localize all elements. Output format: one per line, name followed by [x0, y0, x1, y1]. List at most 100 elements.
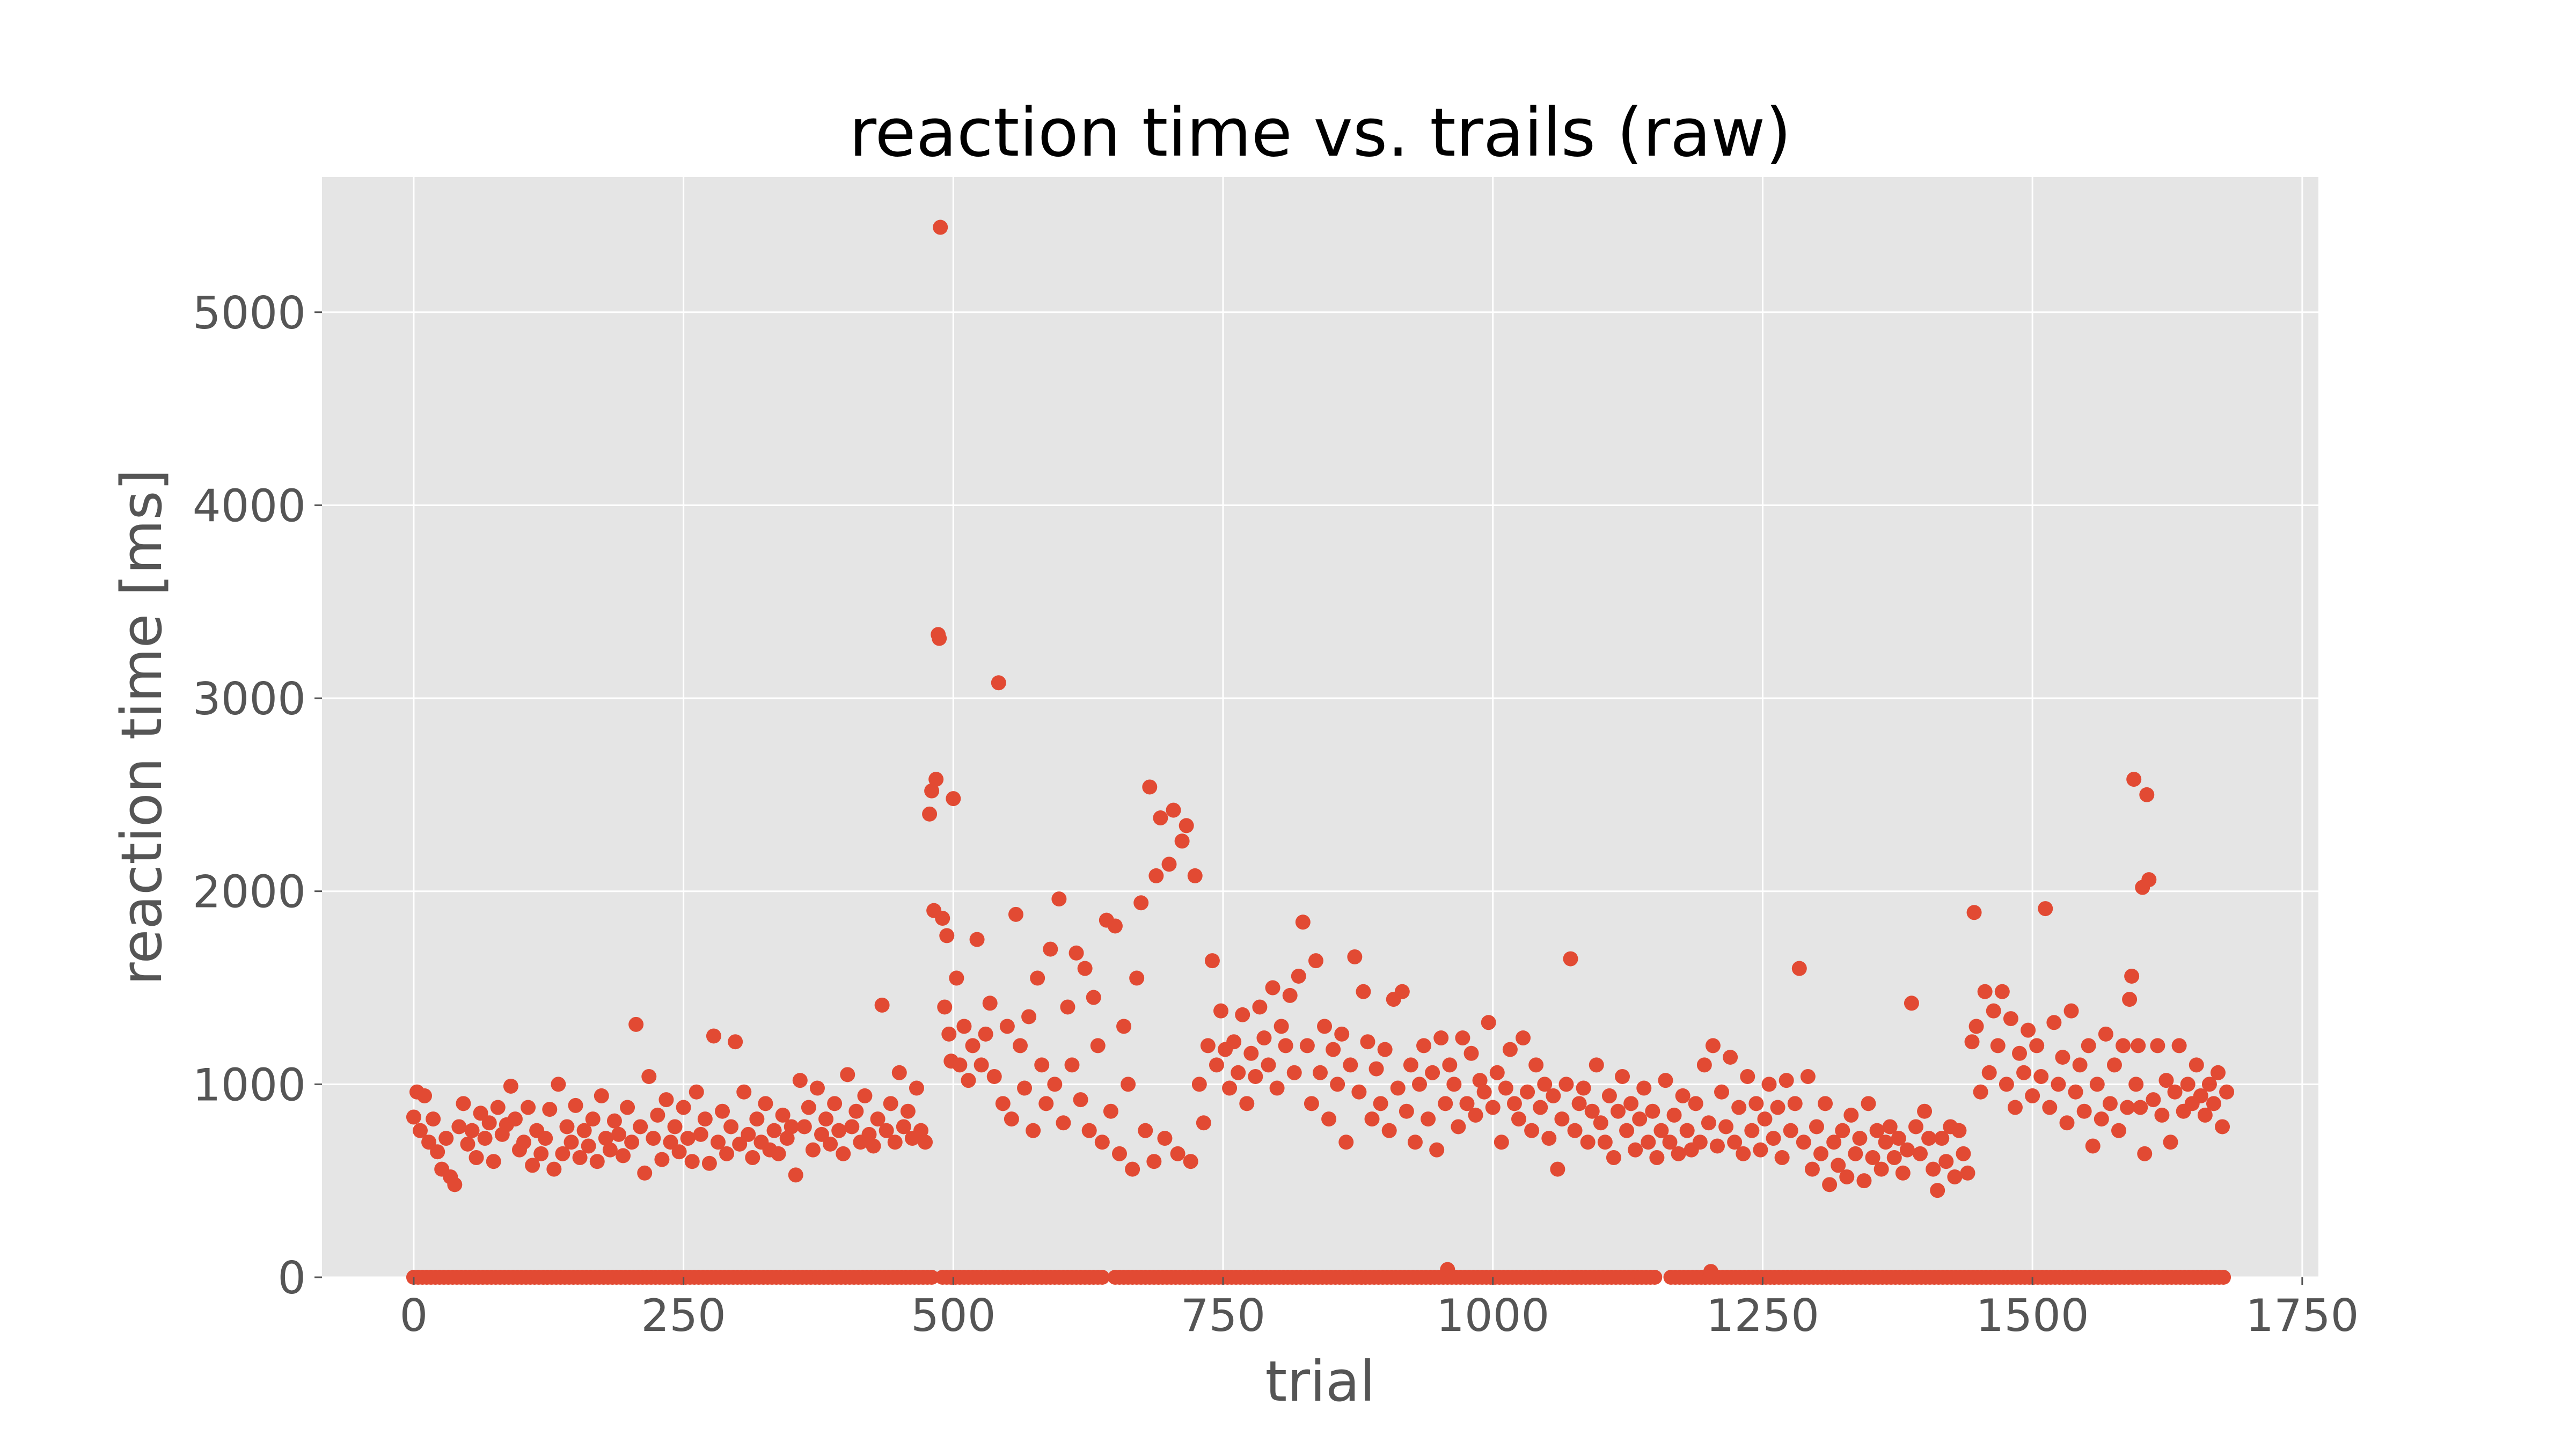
data-point	[1142, 779, 1158, 795]
data-point	[572, 1150, 588, 1166]
data-point	[456, 1096, 471, 1111]
data-point	[1723, 1050, 1738, 1065]
data-point	[831, 1123, 847, 1138]
data-point	[1103, 1103, 1118, 1119]
data-point	[1647, 1270, 1663, 1285]
data-point	[1584, 1103, 1600, 1119]
data-point	[710, 1135, 726, 1150]
data-point	[1411, 1077, 1427, 1092]
data-point	[1554, 1111, 1570, 1127]
data-point	[1753, 1142, 1768, 1158]
data-point	[2122, 992, 2138, 1007]
data-point	[1701, 1115, 1716, 1131]
y-tick-label: 3000	[193, 673, 306, 725]
data-point	[918, 1135, 933, 1150]
data-point	[1209, 1057, 1224, 1073]
data-point	[602, 1142, 618, 1158]
data-point	[1261, 1057, 1276, 1073]
data-point	[1351, 1084, 1367, 1100]
data-point	[1433, 1030, 1449, 1046]
data-point	[1133, 895, 1149, 911]
data-point	[1601, 1088, 1617, 1103]
data-point	[533, 1146, 549, 1161]
data-point	[1878, 1135, 1893, 1150]
data-point	[551, 1077, 566, 1092]
data-point	[1004, 1111, 1019, 1127]
data-point	[1338, 1135, 1354, 1150]
data-point	[924, 1270, 940, 1285]
data-point	[481, 1115, 497, 1131]
data-point	[1390, 1080, 1406, 1096]
data-point	[2098, 1026, 2113, 1042]
data-point	[1994, 984, 2010, 999]
data-point	[2167, 1084, 2183, 1100]
data-point	[2038, 901, 2053, 917]
data-point	[995, 1096, 1011, 1111]
data-point	[594, 1088, 609, 1103]
data-point	[1407, 1135, 1423, 1150]
data-point	[1649, 1150, 1665, 1166]
data-point	[1090, 1038, 1106, 1053]
data-point	[1047, 1077, 1063, 1092]
data-point	[1908, 1119, 1923, 1135]
data-point	[1748, 1096, 1764, 1111]
data-point	[1718, 1119, 1734, 1135]
x-tick-label: 1500	[1976, 1290, 2089, 1342]
data-point	[676, 1100, 691, 1115]
data-point	[473, 1106, 488, 1121]
y-axis-ticks: 0 1000 2000 3000 4000 5000	[193, 287, 322, 1304]
data-point	[1917, 1103, 1933, 1119]
data-point	[2141, 872, 2157, 888]
data-point	[978, 1026, 993, 1042]
data-point	[866, 1138, 881, 1154]
data-point	[1766, 1131, 1781, 1146]
data-point	[1546, 1088, 1561, 1103]
data-point	[417, 1088, 433, 1103]
data-point	[581, 1138, 596, 1154]
chart-title: reaction time vs. trails (raw)	[849, 94, 1791, 172]
data-point	[1125, 1161, 1140, 1177]
data-point	[667, 1119, 683, 1135]
data-point	[406, 1109, 421, 1125]
data-point	[818, 1111, 834, 1127]
data-point	[1416, 1038, 1432, 1053]
data-point	[706, 1028, 721, 1044]
data-point	[949, 970, 964, 986]
data-point	[628, 1016, 644, 1032]
data-point	[836, 1146, 851, 1161]
data-point	[1304, 1096, 1319, 1111]
data-point	[1658, 1073, 1673, 1088]
y-tick-label: 0	[277, 1252, 306, 1304]
data-point	[1675, 1088, 1690, 1103]
data-point	[1330, 1077, 1345, 1092]
data-point	[1056, 1115, 1071, 1131]
data-point	[1671, 1146, 1686, 1161]
data-point	[1818, 1096, 1833, 1111]
data-point	[823, 1136, 838, 1152]
data-point	[1666, 1107, 1682, 1123]
data-point	[1017, 1080, 1033, 1096]
data-point	[1451, 1119, 1466, 1135]
data-point	[1981, 1065, 1997, 1080]
data-point	[1399, 1103, 1414, 1119]
data-point	[1347, 949, 1363, 964]
data-point	[2025, 1088, 2040, 1103]
data-point	[654, 1152, 670, 1167]
data-point	[1835, 1123, 1850, 1138]
data-point	[1008, 906, 1023, 922]
data-point	[2063, 1003, 2079, 1019]
data-point	[1183, 1154, 1198, 1169]
data-point	[1813, 1146, 1829, 1161]
data-point	[1148, 868, 1164, 883]
data-point	[2124, 968, 2140, 984]
data-point	[2046, 1015, 2062, 1030]
data-point	[1757, 1111, 1773, 1127]
data-point	[1558, 1077, 1574, 1092]
data-point	[2180, 1077, 2196, 1092]
data-point	[1610, 1103, 1626, 1119]
data-point	[771, 1146, 786, 1161]
data-point	[2133, 1100, 2148, 1115]
data-point	[879, 1123, 894, 1138]
data-point	[697, 1111, 713, 1127]
data-point	[2171, 1038, 2187, 1053]
